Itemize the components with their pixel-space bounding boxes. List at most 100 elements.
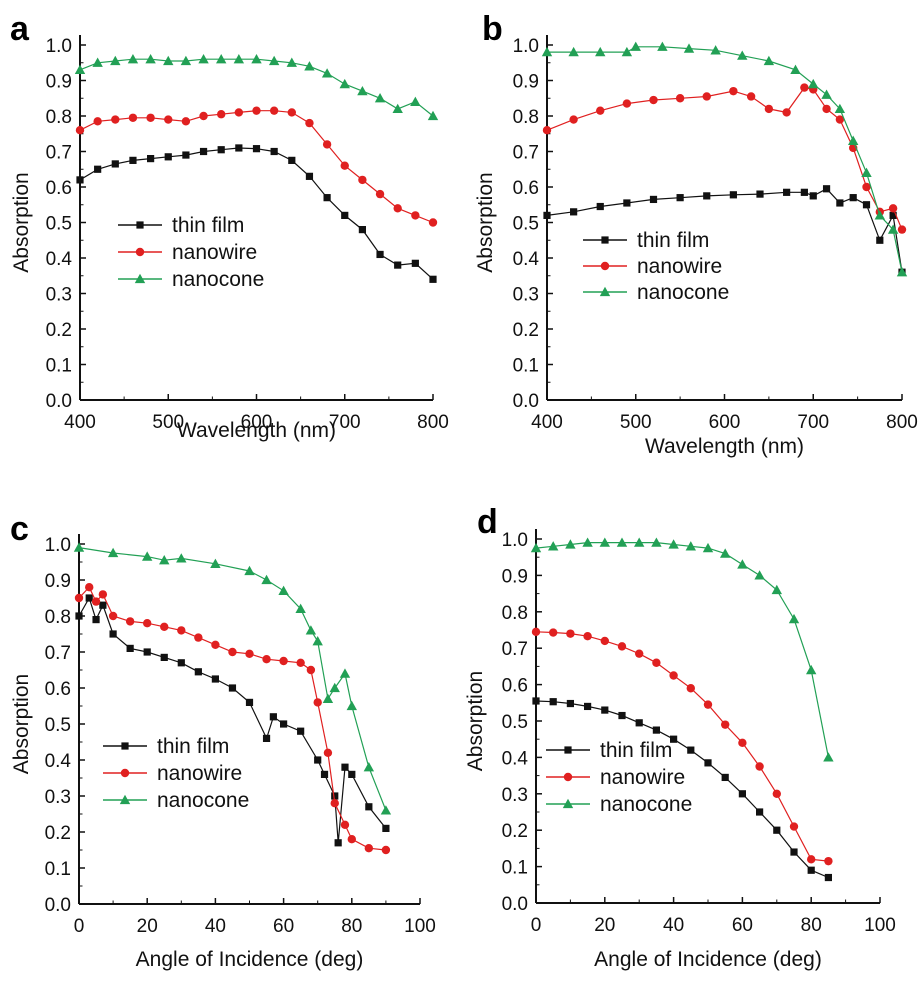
data-point [721, 773, 729, 782]
y-tick-label: 0.7 [502, 639, 528, 660]
y-axis-label: Absorption [10, 172, 33, 272]
data-point [358, 226, 366, 234]
data-point [834, 103, 846, 114]
data-point [357, 85, 368, 96]
data-point [570, 208, 578, 216]
data-point [269, 106, 279, 115]
y-tick-label: 0.3 [45, 787, 71, 808]
data-point [821, 89, 832, 99]
data-point [596, 106, 605, 115]
data-point [788, 613, 800, 624]
x-axis-label: Wavelength (nm) [645, 435, 804, 458]
y-axis-label: Absorption [474, 172, 497, 272]
data-point [306, 665, 316, 675]
data-point [582, 537, 593, 547]
data-point [313, 698, 322, 707]
data-point [549, 698, 557, 706]
data-point [108, 611, 118, 621]
y-tick-label: 0.2 [45, 823, 71, 844]
y-tick-label: 0.5 [45, 715, 71, 736]
data-point [244, 565, 255, 576]
data-point [635, 719, 643, 727]
data-point [147, 155, 155, 163]
data-point [411, 259, 419, 267]
data-point [91, 597, 101, 606]
series-thin-film [75, 594, 390, 847]
legend-item: nanocone [103, 789, 249, 812]
data-point [180, 55, 192, 66]
data-point [790, 64, 801, 75]
x-tick-label: 400 [64, 412, 96, 433]
data-point [129, 156, 137, 164]
data-point [245, 649, 254, 658]
data-point [635, 649, 644, 658]
data-point [160, 622, 169, 631]
data-point [199, 111, 208, 121]
data-point [809, 192, 817, 200]
data-point [410, 96, 421, 106]
data-point [824, 873, 832, 882]
data-point [126, 644, 134, 652]
data-point [601, 706, 609, 714]
data-point [314, 756, 322, 764]
data-point [702, 542, 714, 553]
data-point [807, 855, 816, 864]
legend-marker [564, 746, 572, 754]
legend-label: nanocone [157, 789, 249, 812]
data-point [323, 748, 333, 757]
legend-marker [562, 798, 574, 809]
data-point [92, 57, 103, 67]
data-point [896, 267, 908, 277]
data-point [685, 541, 696, 551]
data-point [287, 108, 296, 117]
data-point [652, 726, 660, 734]
data-point [341, 763, 349, 771]
data-point [160, 653, 168, 661]
y-axis-label: Absorption [10, 674, 33, 774]
y-tick-label: 0.5 [513, 214, 539, 235]
data-point [763, 55, 775, 66]
legend-item: nanocone [583, 281, 729, 304]
data-point [634, 537, 645, 547]
data-point [429, 275, 437, 283]
chart-panel-a: a 0.0 0.1 0.2 0.3 0.4 0.5 0.6 0.7 0.8 0.9 1.0 400 500… [10, 10, 449, 442]
legend-marker [601, 236, 609, 244]
legend-item: nanowire [118, 241, 257, 264]
legend-marker [599, 286, 611, 297]
data-point [320, 770, 329, 778]
data-point [897, 225, 907, 234]
data-point [888, 204, 898, 213]
y-tick-label: 0.2 [513, 320, 539, 341]
data-point [268, 55, 280, 66]
data-point [177, 626, 186, 635]
data-point [288, 156, 296, 164]
series-nanowire [75, 106, 438, 227]
legend-item: nanowire [583, 255, 722, 278]
data-point [729, 86, 738, 96]
data-point [623, 199, 631, 207]
data-point [542, 126, 552, 135]
data-point [143, 619, 152, 628]
y-tick-label: 0.4 [45, 751, 72, 772]
data-point [176, 553, 187, 563]
data-point [85, 583, 94, 592]
data-point [729, 191, 737, 199]
y-tick-label: 0.5 [502, 712, 528, 733]
x-tick-label: 600 [709, 412, 741, 433]
data-point [177, 659, 185, 667]
chart-panel-b: b 0.0 0.1 0.2 0.3 0.4 0.5 0.6 0.7 0.8 0.9 1.0 400 500… [474, 10, 918, 458]
data-point [596, 202, 604, 211]
data-point [94, 165, 102, 173]
data-point [75, 612, 83, 620]
y-tick-label: 0.8 [46, 107, 72, 128]
data-point [194, 668, 202, 676]
y-tick-label: 1.0 [46, 36, 72, 57]
series-line [535, 631, 829, 862]
legend-marker [135, 247, 145, 257]
data-point [583, 631, 592, 641]
series-nanocone [541, 41, 908, 277]
y-tick-label: 0.0 [513, 391, 539, 412]
data-point [616, 537, 628, 547]
data-point [773, 826, 781, 834]
data-point [217, 110, 226, 119]
